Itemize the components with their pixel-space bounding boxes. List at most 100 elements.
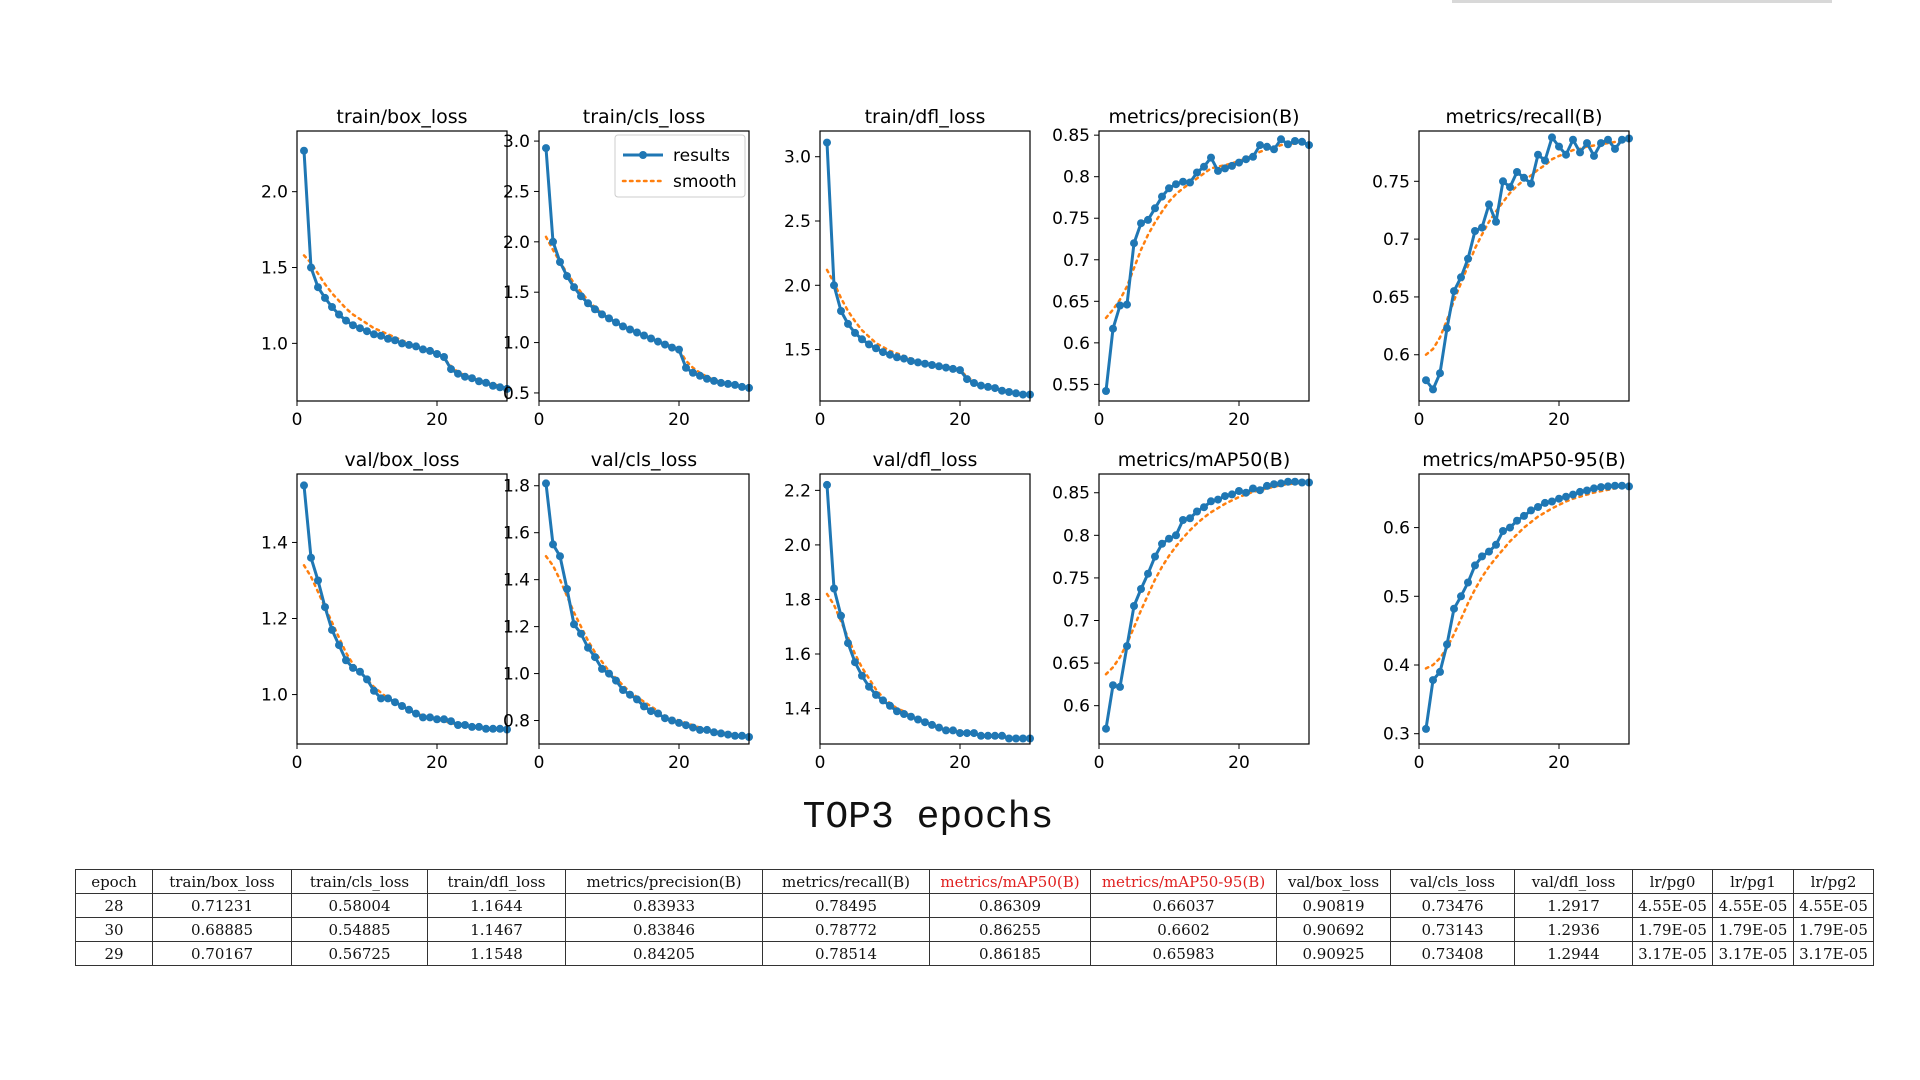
results-point [970,729,978,738]
results-point [956,729,964,738]
results-point [1422,376,1430,385]
results-point [454,721,462,729]
y-tick-label: 1.5 [784,341,811,361]
results-point [668,716,676,725]
results-point [1263,481,1271,490]
results-point [1464,254,1472,263]
results-point [1179,516,1187,524]
results-point [300,481,308,490]
results-point [865,682,873,691]
results-point [1256,141,1264,150]
results-point [949,364,957,373]
results-point [1249,152,1257,161]
results-point [682,721,690,730]
table-cell: 0.56725 [291,941,428,966]
results-point [377,331,385,340]
top3-title: TOP3 epochs [802,796,1054,839]
results-point [879,696,887,705]
results-point [1221,492,1229,501]
results-point [1492,217,1500,226]
x-tick-label: 0 [1094,753,1105,773]
results-point [542,144,550,153]
results-point [1207,497,1215,506]
table-cell: 0.78772 [762,917,930,942]
x-tick-label: 20 [668,753,690,773]
chart-title: metrics/mAP50-95(B) [1422,449,1626,471]
table-cell: 0.86309 [929,893,1091,918]
results-point [703,725,711,734]
y-tick-label: 2.2 [784,481,811,501]
y-tick-label: 0.55 [1052,375,1090,395]
results-point [696,371,704,380]
results-point [1485,200,1493,209]
chart-panel: val/box_loss 1.0 1.2 1.4 0 20 [261,449,511,773]
chart-title: train/cls_loss [583,106,705,128]
results-point [377,694,385,703]
results-point [893,353,901,362]
window-edge [1452,0,1832,3]
x-tick-label: 0 [292,753,303,773]
y-tick-label: 0.7 [1063,251,1090,271]
results-point [1298,478,1306,487]
x-tick-label: 20 [949,753,971,773]
y-tick-label: 0.6 [1063,697,1090,717]
top3-table: epoch train/box_loss train/cls_loss train/d… [75,869,1874,966]
table-cell: 3.17E-05 [1632,941,1713,966]
smooth-line [1424,138,1631,356]
results-point [1012,734,1020,743]
y-tick-label: 2.5 [503,182,530,202]
results-point [1200,162,1208,171]
table-cell: 3.17E-05 [1712,941,1794,966]
table-cell: 0.83846 [565,917,763,942]
chart-title: train/dfl_loss [865,106,986,128]
smooth-line [1424,485,1631,670]
chart-panel: metrics/recall(B) 0.6 0.65 0.7 0.75 0 20 [1372,106,1633,430]
results-point [984,382,992,391]
y-tick-label: 2.0 [503,233,530,253]
results-point [1249,484,1257,493]
y-tick-label: 0.85 [1052,484,1090,504]
results-point [914,358,922,367]
plot-frame [1098,130,1310,402]
smooth-line [1104,481,1311,676]
results-point [738,731,746,740]
results-point [307,263,315,272]
x-tick-label: 20 [949,410,971,430]
results-point [1548,133,1556,142]
results-point [717,729,725,738]
plot-frame [296,473,508,745]
results-point [1492,540,1500,549]
smooth-line [544,235,751,390]
results-point [1144,215,1152,224]
y-tick-label: 0.8 [1063,526,1090,546]
plot-frame [1098,473,1310,745]
results-point [640,331,648,340]
plot-frame [1418,130,1630,402]
results-point [1506,523,1514,532]
column-header: metrics/mAP50(B) [929,869,1091,894]
column-header: train/cls_loss [291,869,428,894]
results-point [489,724,497,733]
results-point [1450,287,1458,296]
results-point [475,722,483,731]
results-point [717,378,725,387]
table-cell: 30 [75,917,153,942]
table-cell: 1.79E-05 [1712,917,1794,942]
results-point [977,381,985,390]
x-tick-label: 0 [534,753,545,773]
results-point [858,671,866,680]
results-point [640,702,648,711]
smooth-line [302,564,509,731]
results-point [1130,239,1138,248]
x-tick-label: 0 [815,753,826,773]
results-point [738,382,746,391]
results-point [1228,490,1236,499]
results-point [654,337,662,346]
column-header: val/cls_loss [1390,869,1515,894]
results-point [1165,184,1173,193]
results-point [405,705,413,714]
results-point [689,723,697,732]
x-tick-label: 20 [426,753,448,773]
results-point [1186,178,1194,187]
results-point [605,314,613,323]
